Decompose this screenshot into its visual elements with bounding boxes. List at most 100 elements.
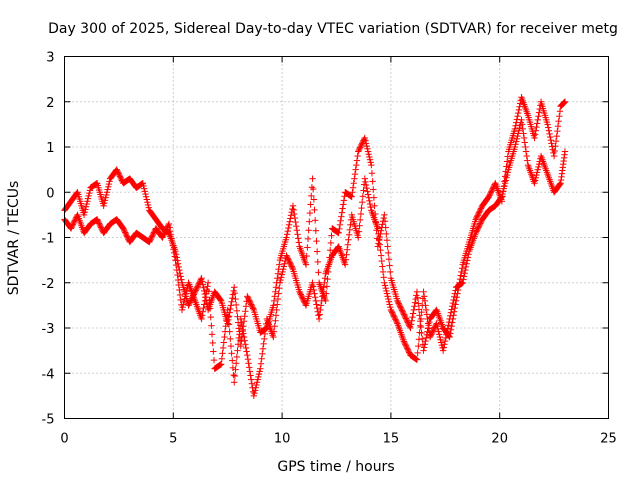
data-point-interp xyxy=(552,137,560,145)
data-point-interp xyxy=(434,322,441,330)
data-point-interp xyxy=(520,130,527,137)
y-tick-label: -5 xyxy=(42,413,55,428)
data-point-interp xyxy=(423,311,431,318)
data-point-interp xyxy=(246,298,254,305)
data-point xyxy=(159,234,166,241)
data-point-interp xyxy=(475,224,482,231)
data-point-interp xyxy=(176,291,184,299)
data-point xyxy=(244,293,251,300)
data-point-interp xyxy=(225,313,232,321)
data-point-interp xyxy=(242,344,250,352)
data-point-interp xyxy=(205,288,212,295)
data-point-interp xyxy=(357,210,365,218)
data-point xyxy=(237,315,244,323)
data-point-interp xyxy=(273,306,280,314)
data-point-interp xyxy=(308,192,315,200)
data-point-interp xyxy=(114,169,122,176)
data-point-interp xyxy=(457,272,464,279)
data-point-interp xyxy=(421,297,429,305)
data-point-interp xyxy=(385,298,393,305)
data-point-interp xyxy=(524,157,531,164)
data-point-interp xyxy=(85,192,92,200)
data-point-interp xyxy=(291,210,298,218)
data-point-interp xyxy=(518,121,526,128)
data-point-interp xyxy=(359,193,367,200)
data-point-interp xyxy=(441,341,448,348)
data-point-interp xyxy=(458,265,466,272)
data-point-interp xyxy=(244,294,252,301)
data-point-interp xyxy=(300,296,307,304)
grid-lines xyxy=(64,56,609,419)
data-point-interp xyxy=(340,201,347,208)
data-point-interp xyxy=(556,108,564,115)
data-point-interp xyxy=(106,178,113,185)
data-point-interp xyxy=(280,263,288,270)
y-axis-label: SDTVAR / TECUs xyxy=(6,181,22,296)
data-point xyxy=(511,125,519,133)
data-point-interp xyxy=(437,336,444,343)
data-point xyxy=(113,166,120,173)
data-point-interp xyxy=(362,178,369,186)
data-point-interp xyxy=(306,209,314,217)
data-point-interp xyxy=(339,205,346,212)
data-point-interp xyxy=(222,322,229,330)
data-point-interp xyxy=(386,301,393,308)
data-point-interp xyxy=(199,278,206,285)
data-point-interp xyxy=(513,135,521,143)
data-point xyxy=(342,261,349,268)
data-point-interp xyxy=(81,208,88,216)
data-point-interp xyxy=(398,305,405,313)
data-point-interp xyxy=(84,198,91,205)
data-point-interp xyxy=(194,283,201,290)
data-point-interp xyxy=(320,284,327,291)
data-point-interp xyxy=(272,312,280,319)
data-point-interp xyxy=(319,293,326,300)
data-point-interp xyxy=(417,315,425,323)
data-point-interp xyxy=(477,220,484,227)
data-point-interp xyxy=(535,113,542,120)
data-point-interp xyxy=(310,286,318,294)
data-point-interp xyxy=(284,227,291,235)
data-point-interp xyxy=(86,187,94,194)
data-point-interp xyxy=(477,206,484,214)
data-point xyxy=(270,333,277,341)
y-tick-label: -4 xyxy=(42,367,55,382)
data-point-interp xyxy=(68,223,75,231)
data-point-interp xyxy=(357,144,364,151)
data-point-interp xyxy=(514,109,522,117)
data-point-interp xyxy=(338,213,345,220)
data-point-interp xyxy=(381,282,389,289)
data-point-interp xyxy=(209,339,216,347)
data-point xyxy=(361,134,368,142)
data-point-interp xyxy=(253,379,261,386)
data-point-interp xyxy=(368,170,376,177)
data-point-interp xyxy=(246,297,253,304)
data-point-interp xyxy=(312,227,320,234)
data-point-interp xyxy=(104,186,111,193)
data-point-interp xyxy=(404,346,412,353)
data-point-interp xyxy=(458,268,465,276)
data-point-interp xyxy=(514,132,521,140)
data-point-interp xyxy=(533,120,541,127)
data-point-interp xyxy=(379,268,387,276)
x-tick-label: 15 xyxy=(383,432,400,447)
data-point-interp xyxy=(473,227,481,234)
data-point-interp xyxy=(429,328,436,335)
data-point-interp xyxy=(278,271,286,278)
data-point-interp xyxy=(392,316,399,323)
data-point-interp xyxy=(486,192,493,199)
data-points xyxy=(61,94,569,400)
axis-ticks xyxy=(64,56,609,419)
data-point-interp xyxy=(245,360,252,367)
data-point-interp xyxy=(416,329,423,336)
data-point-interp xyxy=(422,337,429,345)
data-point-interp xyxy=(388,308,395,315)
data-point-interp xyxy=(447,330,454,337)
data-point-interp xyxy=(281,260,288,267)
data-point-interp xyxy=(253,381,260,389)
data-point-interp xyxy=(170,249,178,257)
data-point-interp xyxy=(271,322,278,330)
data-point xyxy=(178,306,186,314)
data-point-interp xyxy=(357,142,365,150)
data-point-interp xyxy=(461,270,468,277)
